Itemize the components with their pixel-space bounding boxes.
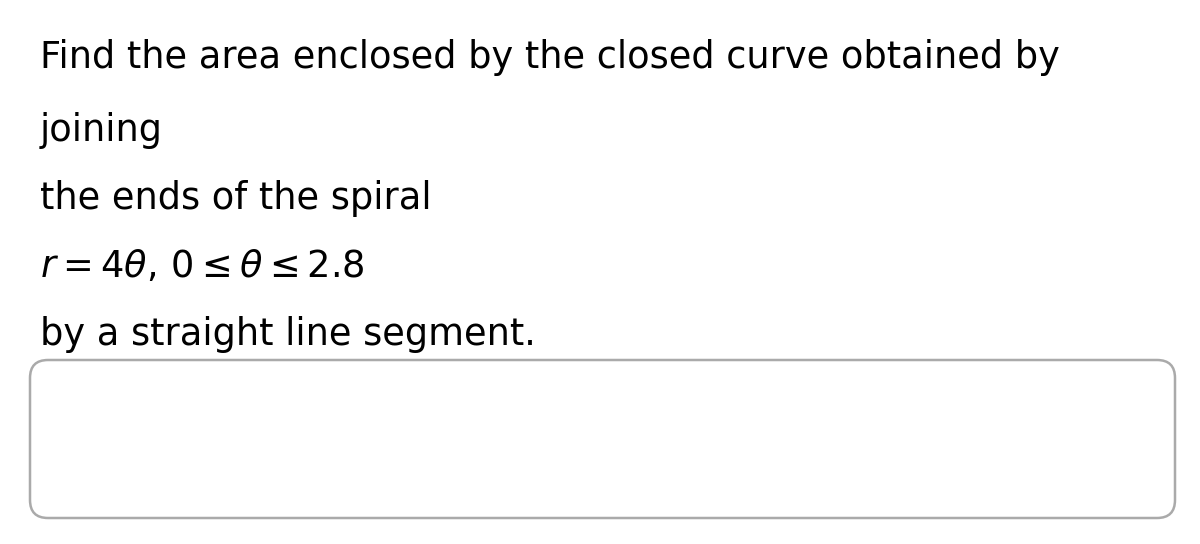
Text: by a straight line segment.: by a straight line segment. [40,316,535,353]
FancyBboxPatch shape [30,360,1175,518]
Text: Find the area enclosed by the closed curve obtained by: Find the area enclosed by the closed cur… [40,39,1060,76]
Text: $r = 4\theta,\, 0 \leq \theta \leq 2.8$: $r = 4\theta,\, 0 \leq \theta \leq 2.8$ [40,248,364,285]
Text: the ends of the spiral: the ends of the spiral [40,180,431,217]
Text: joining: joining [40,112,163,149]
